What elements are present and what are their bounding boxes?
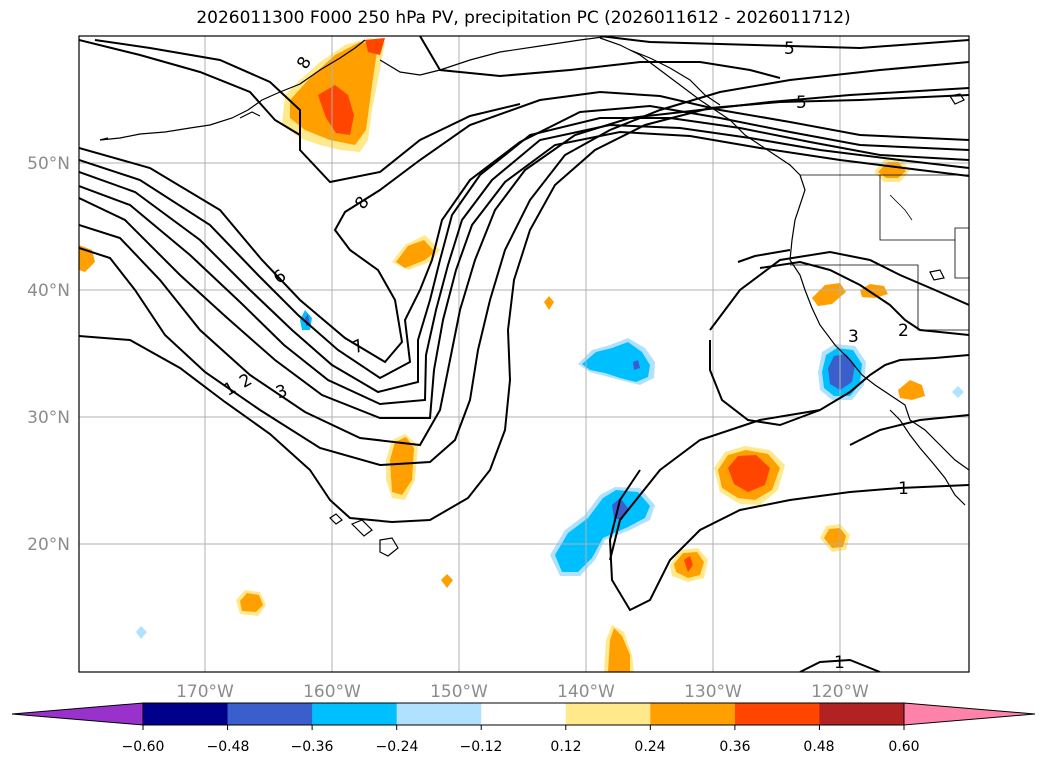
lon-label: 150°W (430, 682, 488, 702)
longitude-labels: 170°W 160°W 150°W 140°W 130°W 120°W (176, 682, 869, 702)
colorbar-swatch (481, 703, 567, 725)
colorbar-ticks (142, 725, 905, 730)
contour-label: 1 (898, 479, 909, 499)
colorbar-tick-label: −0.24 (376, 739, 419, 755)
lon-label: 120°W (811, 682, 869, 702)
colorbar-swatch (312, 703, 398, 725)
lon-label: 170°W (176, 682, 234, 702)
colorbar: −0.60 −0.48 −0.36 −0.24 −0.12 0.12 0.24 … (11, 702, 1036, 755)
lon-label: 140°W (557, 682, 615, 702)
map-area: 8 8 6 7 1 2 3 5 5 3 2 1 1 (79, 36, 969, 673)
colorbar-labels: −0.60 −0.48 −0.36 −0.24 −0.12 0.12 0.24 … (122, 739, 920, 755)
lat-label: 40°N (27, 281, 70, 301)
graticule (79, 36, 969, 672)
colorbar-tick-label: 0.36 (719, 739, 750, 755)
lon-label: 130°W (684, 682, 742, 702)
colorbar-swatch (396, 703, 482, 725)
colorbar-swatches (143, 703, 905, 725)
contour-label: 3 (848, 327, 859, 347)
pv-contours (79, 36, 969, 672)
colorbar-tick-label: 0.60 (888, 739, 919, 755)
map-frame (78, 35, 970, 673)
precip-positive-patches (79, 38, 925, 672)
colorbar-swatch (143, 703, 229, 725)
lat-label: 20°N (27, 535, 70, 555)
latitude-labels: 50°N 40°N 30°N 20°N (27, 154, 70, 555)
colorbar-tick-label: −0.12 (460, 739, 503, 755)
colorbar-tick-label: 0.12 (550, 739, 581, 755)
colorbar-tick-label: −0.60 (122, 739, 165, 755)
map-title: 2026011300 F000 250 hPa PV, precipitatio… (196, 8, 851, 28)
colorbar-swatch (227, 703, 313, 725)
colorbar-swatch (650, 703, 736, 725)
contour-label: 1 (834, 653, 845, 673)
colorbar-tick-label: −0.36 (291, 739, 334, 755)
contour-label: 2 (898, 321, 909, 341)
lat-label: 30°N (27, 408, 70, 428)
borders (790, 174, 969, 331)
colorbar-swatch (734, 703, 820, 725)
colorbar-tick-label: −0.48 (207, 739, 250, 755)
colorbar-extend-max (903, 702, 1036, 726)
contour-label: 5 (796, 93, 807, 113)
colorbar-tick-label: 0.24 (634, 739, 665, 755)
colorbar-swatch (565, 703, 651, 725)
colorbar-tick-label: 0.48 (803, 739, 834, 755)
lon-label: 160°W (303, 682, 361, 702)
colorbar-extend-min (11, 702, 144, 726)
contour-label: 5 (784, 39, 795, 59)
colorbar-swatch (819, 703, 905, 725)
lat-label: 50°N (27, 154, 70, 174)
coastlines (99, 36, 969, 557)
colorbar-frame (142, 702, 905, 726)
